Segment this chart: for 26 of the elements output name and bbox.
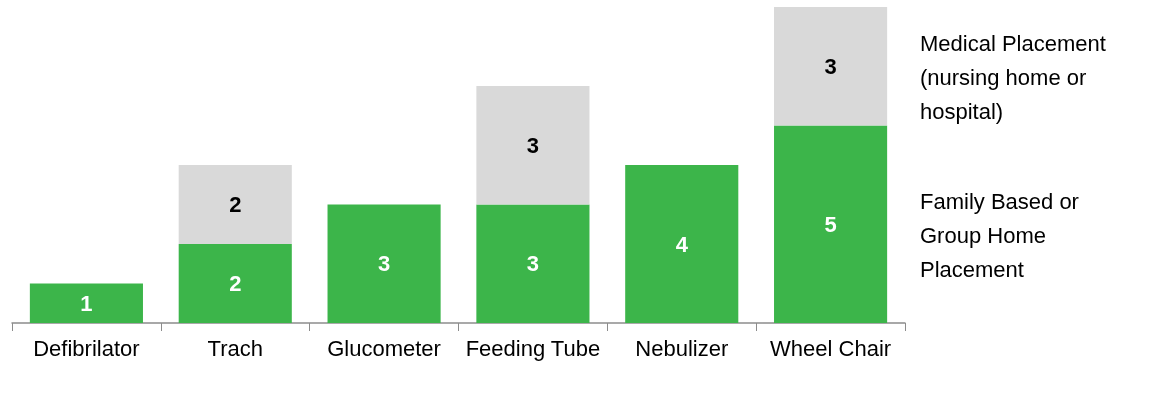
- data-label: 5: [824, 211, 837, 237]
- bar: [476, 204, 590, 323]
- x-tick-label: Wheel Chair: [770, 335, 892, 361]
- x-tick-label: Trach: [207, 335, 263, 361]
- bar: [774, 125, 888, 323]
- data-label: 3: [526, 251, 540, 277]
- bar: [178, 165, 292, 244]
- x-tick-label: Feeding Tube: [465, 335, 601, 361]
- data-label: 2: [229, 271, 242, 296]
- data-label: 2: [229, 192, 242, 217]
- series-label: Family Based or Group Home Placement: [920, 188, 1086, 282]
- x-tick-label: Glucometer: [327, 335, 441, 361]
- data-label: 3: [824, 53, 837, 79]
- bar: [476, 86, 590, 205]
- x-tick-label: Defibrilator: [33, 335, 140, 361]
- data-label: 3: [377, 251, 391, 277]
- series-label: Medical Placement (nursing home or hospital): [920, 30, 1112, 124]
- bar: [327, 204, 441, 323]
- x-tick-label: Nebulizer: [635, 335, 729, 361]
- bar: [774, 7, 888, 126]
- bar: [178, 244, 292, 323]
- data-label: 3: [526, 132, 540, 158]
- bar: [29, 283, 143, 323]
- data-label: 4: [675, 231, 689, 257]
- data-label: 1: [80, 290, 93, 316]
- bar: [625, 165, 739, 323]
